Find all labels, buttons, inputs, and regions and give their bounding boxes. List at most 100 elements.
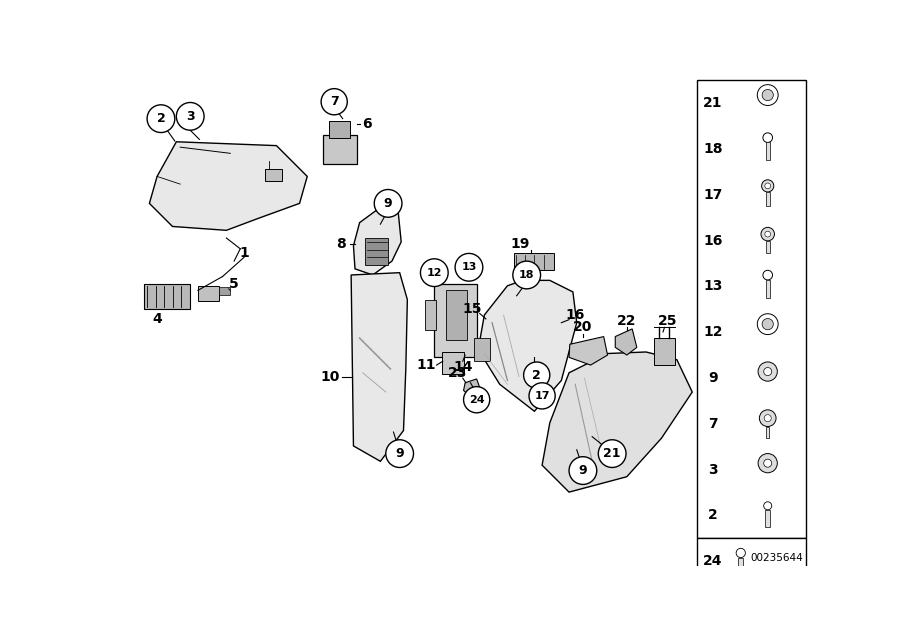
Bar [766,192,770,206]
Circle shape [464,387,490,413]
Circle shape [760,410,776,427]
Text: 13: 13 [704,279,723,293]
Text: 10: 10 [320,370,340,384]
Circle shape [455,253,482,281]
Circle shape [598,439,626,467]
Bar [474,338,490,361]
Polygon shape [464,379,481,395]
Text: 15: 15 [463,302,482,316]
Bar [514,253,554,270]
Text: 00235644: 00235644 [751,553,804,563]
Bar [766,510,770,527]
Text: 16: 16 [704,233,723,247]
Bar [766,280,770,298]
Text: 20: 20 [573,319,592,333]
Circle shape [147,105,175,132]
Text: 21: 21 [703,96,723,110]
Text: 21: 21 [603,447,621,460]
Text: 19: 19 [511,237,530,251]
Text: 14: 14 [453,361,472,375]
Text: 9: 9 [395,447,404,460]
Circle shape [736,548,745,558]
Bar [425,300,436,331]
Circle shape [757,314,778,335]
Text: 2: 2 [157,112,166,125]
Bar [738,558,743,574]
Circle shape [764,459,771,467]
Polygon shape [569,336,608,365]
Text: 8: 8 [337,237,346,251]
Circle shape [761,180,774,192]
Bar [446,291,467,340]
Text: 7: 7 [708,417,718,431]
Text: 4: 4 [152,312,162,326]
Circle shape [758,453,778,473]
Text: 24: 24 [469,395,484,404]
Circle shape [386,439,413,467]
Bar [328,121,350,138]
Polygon shape [616,329,637,355]
Bar [198,286,220,301]
Text: 13: 13 [462,262,477,272]
Bar [265,169,282,181]
Circle shape [765,183,770,189]
Circle shape [420,259,448,287]
Text: 25: 25 [658,314,678,328]
Text: 17: 17 [535,391,550,401]
Text: 11: 11 [417,358,436,372]
Circle shape [764,502,771,510]
Circle shape [764,368,771,376]
Bar [365,238,388,265]
Polygon shape [752,563,785,576]
Circle shape [529,383,555,409]
Text: 2: 2 [708,508,718,522]
Text: 16: 16 [565,308,585,322]
Text: 3: 3 [708,462,718,476]
Text: 18: 18 [703,142,723,156]
Bar [697,538,806,583]
Circle shape [761,228,774,241]
Text: 9: 9 [383,197,392,210]
Text: 22: 22 [617,314,636,328]
Text: 1: 1 [239,246,249,260]
Circle shape [176,102,204,130]
Text: 9: 9 [708,371,718,385]
Circle shape [762,90,773,100]
Bar [442,352,464,373]
Circle shape [763,133,772,142]
Circle shape [513,261,541,289]
Text: 5: 5 [230,277,239,291]
Text: 2: 2 [532,369,541,382]
Polygon shape [351,273,408,461]
Bar [220,287,230,295]
Bar [435,284,477,357]
Polygon shape [354,205,401,275]
Text: 12: 12 [703,325,723,339]
Bar [697,80,806,538]
Circle shape [758,362,778,381]
Circle shape [762,319,773,329]
Text: 6: 6 [363,117,372,131]
Text: 12: 12 [427,268,442,278]
Polygon shape [542,352,692,492]
Bar [766,142,770,160]
Bar [766,427,770,438]
Text: 18: 18 [519,270,535,280]
Polygon shape [149,142,307,230]
Text: 17: 17 [704,188,723,202]
Text: 24: 24 [703,554,723,568]
Circle shape [569,457,597,485]
Text: 7: 7 [329,95,338,108]
Circle shape [764,415,771,422]
Circle shape [321,88,347,115]
Circle shape [374,190,402,218]
Text: 3: 3 [186,110,194,123]
Bar [322,135,357,164]
Text: 23: 23 [447,366,467,380]
Bar [653,338,675,365]
Circle shape [524,362,550,388]
Bar [766,241,770,253]
Circle shape [765,232,770,237]
Polygon shape [478,280,577,411]
Text: 9: 9 [579,464,587,477]
